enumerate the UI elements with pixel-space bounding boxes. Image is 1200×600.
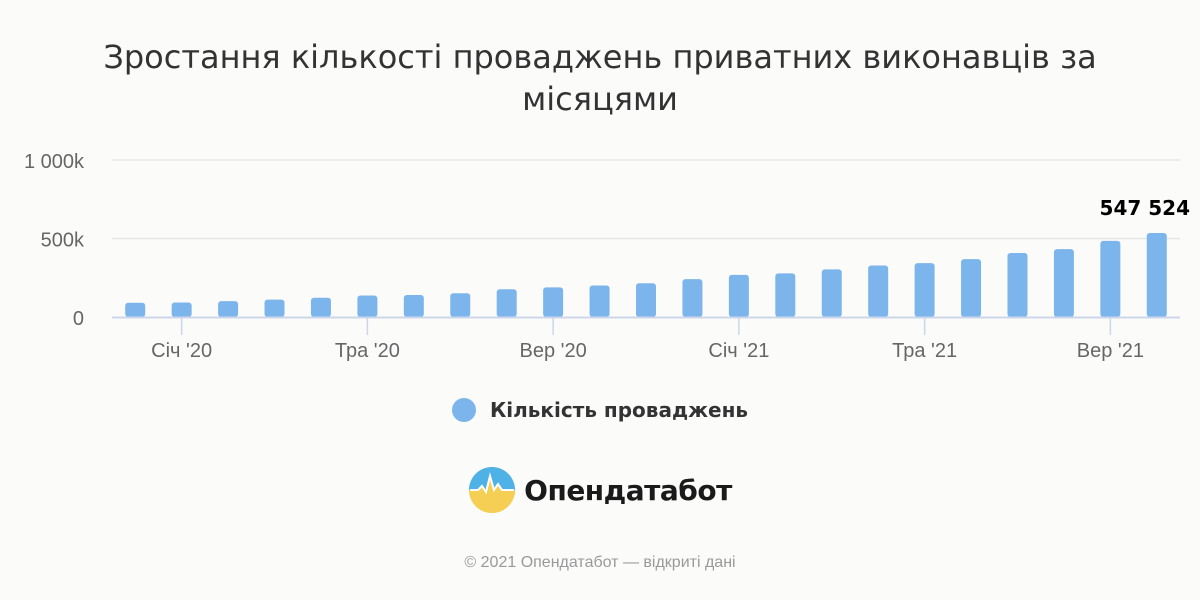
bar xyxy=(682,279,703,317)
bar xyxy=(357,295,378,317)
bar xyxy=(961,259,982,317)
footer-text: © 2021 Опендатабот — відкриті дані xyxy=(464,554,736,571)
bar xyxy=(775,273,796,317)
y-tick-label: 500k xyxy=(41,230,85,252)
bar xyxy=(914,263,935,317)
y-axis-labels: 0 500k 1 000k xyxy=(24,151,85,330)
x-axis: Січ '20 Тра '20 Вер '20 Січ '21 Тра '21 Вер '… xyxy=(112,316,1180,362)
x-tick-label: Вер '21 xyxy=(1077,340,1144,362)
bar xyxy=(589,285,610,317)
x-tick-label: Січ '21 xyxy=(708,340,769,362)
legend-marker xyxy=(451,398,476,422)
legend[interactable]: Кількість проваджень xyxy=(0,398,1200,422)
x-tick-label: Січ '20 xyxy=(151,340,212,362)
bar xyxy=(450,293,471,317)
y-tick-label: 0 xyxy=(73,308,84,330)
chart-title: Зростання кількості проваджень приватних… xyxy=(103,38,1097,118)
grid-lines xyxy=(112,159,1180,240)
bar xyxy=(125,302,146,317)
legend-label: Кількість проваджень xyxy=(489,398,749,422)
last-value-label: 547 524 xyxy=(1100,196,1190,220)
brand-name: Опендатабот xyxy=(524,473,732,507)
bar xyxy=(636,283,656,317)
x-tick-label: Тра '21 xyxy=(892,340,957,362)
bar xyxy=(496,289,517,317)
x-tick-label: Вер '20 xyxy=(520,340,587,362)
bar xyxy=(1100,240,1121,317)
opendatabot-logo-icon xyxy=(469,467,516,513)
bar xyxy=(264,299,285,317)
bar xyxy=(1146,233,1167,317)
brand: Опендатабот xyxy=(0,466,1200,514)
bar xyxy=(1053,249,1074,317)
bar xyxy=(403,295,424,317)
y-tick-label: 1 000k xyxy=(24,151,85,173)
x-tick-label: Тра '20 xyxy=(335,340,400,362)
bars xyxy=(125,233,1167,317)
bar xyxy=(543,287,564,317)
bar xyxy=(821,269,842,317)
bar-chart: Січ '20 Тра '20 Вер '20 Січ '21 Тра '21 Вер '… xyxy=(24,151,1190,362)
bar xyxy=(171,302,192,317)
bar xyxy=(728,274,749,317)
bar xyxy=(1007,252,1028,317)
bar xyxy=(310,297,331,317)
bar xyxy=(868,265,889,317)
bar xyxy=(218,301,239,317)
